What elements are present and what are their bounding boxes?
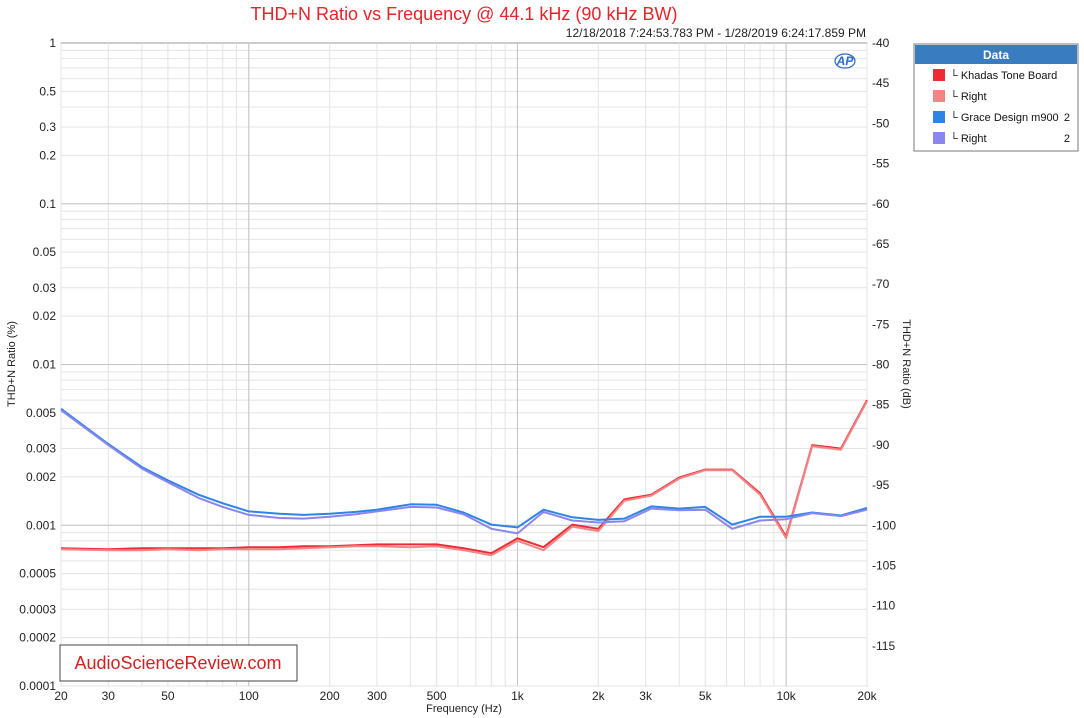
watermark-text: AudioScienceReview.com — [74, 653, 281, 673]
left-tick-label: 0.2 — [39, 148, 56, 162]
legend-header — [915, 45, 1077, 64]
left-tick-label: 0.0005 — [19, 567, 56, 581]
left-tick-label: 0.01 — [33, 358, 57, 372]
legend-swatch — [933, 111, 945, 123]
right-tick-label: -115 — [872, 639, 895, 653]
left-tick-label: 0.001 — [26, 518, 56, 532]
series-line-4 — [60, 409, 868, 535]
series-layer — [60, 399, 868, 557]
x-tick-label: 20 — [54, 689, 68, 703]
x-tick-label: 300 — [367, 689, 387, 703]
x-tick-label: 50 — [161, 689, 175, 703]
legend: Data └ Khadas Tone Board └ Right └ Grace D… — [913, 43, 1079, 152]
right-tick-label: -50 — [872, 116, 890, 130]
x-tick-label: 2k — [592, 689, 606, 703]
legend-suffix: 2 — [1064, 112, 1070, 124]
x-axis-label: Frequency (Hz) — [426, 703, 502, 715]
series-line-2 — [60, 400, 868, 557]
right-tick-label: -105 — [872, 558, 896, 572]
left-tick-label: 0.0001 — [19, 679, 56, 693]
legend-swatch — [933, 69, 945, 81]
right-tick-label: -85 — [872, 398, 890, 412]
x-axis-ticks: 20 30 50 100 200 300 500 1k 2k 3k 5k 10k 20k — [54, 689, 877, 703]
right-tick-label: -40 — [872, 36, 890, 50]
left-tick-label: 0.3 — [39, 120, 56, 134]
ap-logo-text: AP — [836, 54, 855, 68]
x-tick-label: 30 — [102, 689, 116, 703]
right-tick-label: -110 — [872, 599, 895, 613]
legend-swatch — [933, 132, 945, 144]
left-tick-label: 0.005 — [26, 406, 56, 420]
x-tick-label: 20k — [857, 689, 877, 703]
left-axis-ticks: 1 0.5 0.3 0.2 0.1 0.05 0.03 0.02 0.01 0.005 0.003 0… — [19, 36, 56, 693]
x-tick-label: 3k — [639, 689, 653, 703]
chart-title: THD+N Ratio vs Frequency @ 44.1 kHz (90 … — [251, 4, 678, 24]
right-tick-label: -60 — [872, 197, 890, 211]
left-tick-label: 0.03 — [33, 281, 57, 295]
x-tick-label: 200 — [320, 689, 340, 703]
chart-subtitle: 12/18/2018 7:24:53.783 PM - 1/28/2019 6:… — [566, 26, 866, 40]
legend-label: └ Right — [950, 131, 987, 145]
right-tick-label: -80 — [872, 358, 890, 372]
left-tick-label: 0.5 — [39, 84, 56, 98]
right-tick-label: -55 — [872, 157, 890, 171]
right-tick-label: -70 — [872, 277, 890, 291]
series-line-3 — [60, 407, 868, 529]
right-axis-label: THD+N Ratio (dB) — [900, 319, 912, 409]
legend-title: Data — [983, 48, 1009, 62]
left-tick-label: 0.002 — [26, 470, 56, 484]
left-tick-label: 0.0002 — [19, 631, 56, 645]
watermark: AudioScienceReview.com — [59, 644, 298, 682]
left-tick-label: 0.05 — [33, 245, 57, 259]
legend-swatch — [933, 90, 945, 102]
x-tick-label: 500 — [427, 689, 447, 703]
left-tick-label: 0.003 — [26, 442, 56, 456]
ap-logo-icon: AP — [834, 53, 856, 69]
x-tick-label: 100 — [239, 689, 259, 703]
right-tick-label: -45 — [872, 76, 890, 90]
major-grid — [61, 43, 867, 686]
right-axis-ticks: -40 -45 -50 -55 -60 -65 -70 -75 -80 -85 -90 -95 -100… — [872, 36, 896, 653]
right-tick-label: -65 — [872, 237, 890, 251]
legend-label: └ Right — [950, 89, 987, 103]
right-tick-label: -95 — [872, 478, 890, 492]
left-tick-label: 0.1 — [39, 197, 56, 211]
left-tick-label: 1 — [49, 36, 56, 50]
right-tick-label: -100 — [872, 518, 896, 532]
left-axis-label: THD+N Ratio (%) — [6, 321, 18, 407]
x-tick-label: 10k — [776, 689, 796, 703]
x-tick-label: 1k — [511, 689, 525, 703]
left-tick-label: 0.02 — [33, 309, 57, 323]
right-tick-label: -75 — [872, 317, 890, 331]
right-tick-label: -90 — [872, 438, 890, 452]
left-tick-label: 0.0003 — [19, 602, 56, 616]
x-tick-label: 5k — [699, 689, 713, 703]
legend-label: └ Grace Design m900 — [950, 110, 1059, 124]
legend-label: └ Khadas Tone Board — [950, 68, 1057, 82]
legend-suffix: 2 — [1064, 133, 1070, 145]
